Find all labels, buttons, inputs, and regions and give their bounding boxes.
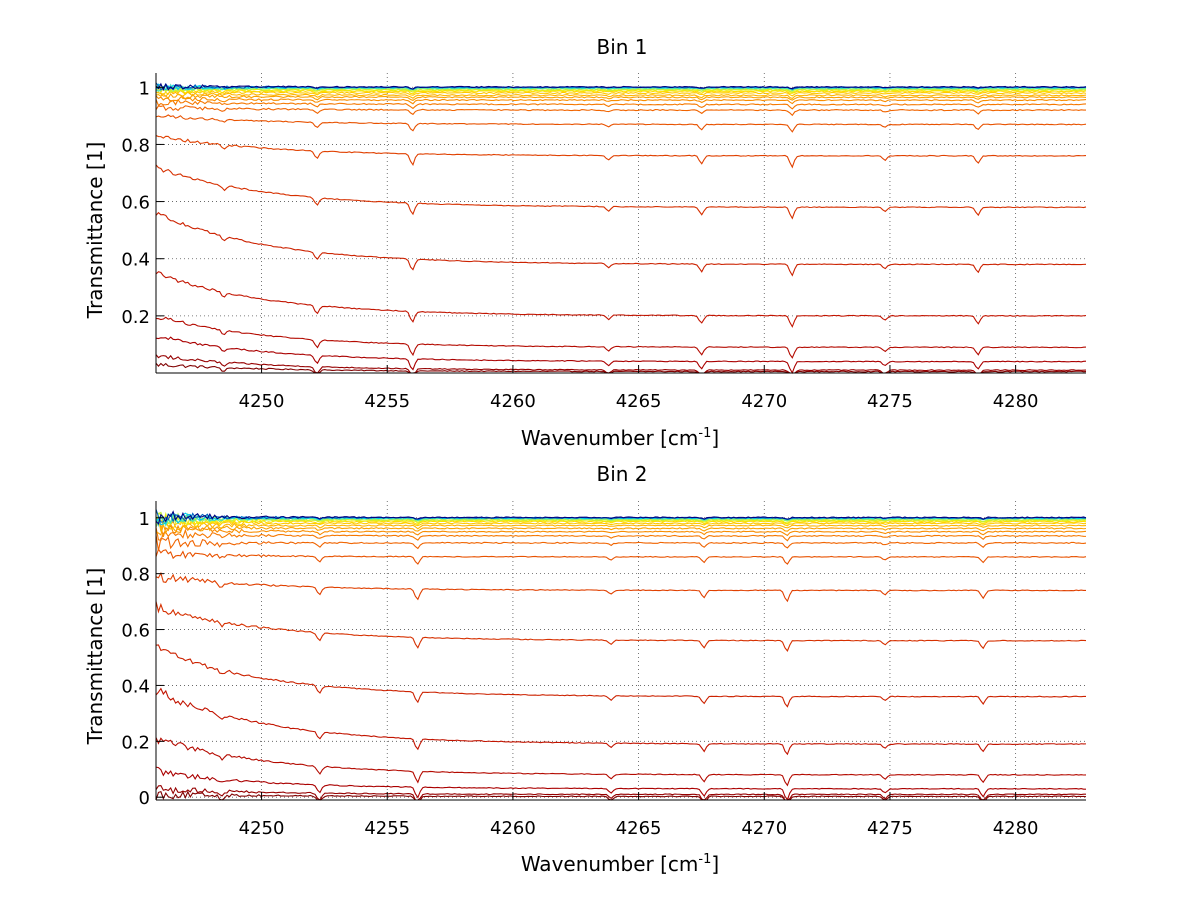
y-tick-label: 0.8	[121, 565, 150, 586]
x-tick-label: 4280	[993, 391, 1039, 412]
y-tick-label: 0.6	[121, 193, 150, 214]
x-tick-label: 4280	[993, 818, 1039, 839]
series-line	[155, 90, 1087, 100]
series-line	[155, 164, 1087, 220]
x-tick-label: 4275	[867, 391, 913, 412]
series-line	[155, 95, 1087, 105]
x-tick-label: 4270	[741, 391, 787, 412]
series-line	[155, 512, 1087, 527]
axes-bin-1: Bin 1 4250 4255 4260 4265 4270 4275 4280 0.20.…	[83, 35, 1087, 450]
series-line	[155, 516, 1087, 530]
series-line	[155, 114, 1087, 133]
series-line	[155, 88, 1087, 97]
series-line	[155, 354, 1087, 374]
y-tick-label: 0.8	[121, 135, 150, 156]
chart-title: Bin 2	[596, 462, 647, 486]
y-ticks: 0.2 0.4 0.6 0.8 1	[121, 78, 164, 328]
x-axis-label: Wavenumber [cm-1]	[521, 852, 719, 876]
y-axis-label: Transmittance [1]	[83, 142, 107, 320]
y-tick-label: 0.2	[121, 307, 150, 328]
y-tick-label: 0.6	[121, 621, 150, 642]
y-tick-label: 0.2	[121, 732, 150, 753]
axes-frame	[155, 501, 1086, 801]
x-tick-label: 4270	[741, 818, 787, 839]
series-line	[155, 790, 1087, 801]
axes-frame	[155, 73, 1086, 374]
series-line	[155, 601, 1087, 652]
x-tick-label: 4260	[490, 391, 536, 412]
x-tick-label: 4260	[490, 818, 536, 839]
series-line	[155, 548, 1087, 565]
y-tick-label: 0.4	[121, 676, 150, 697]
plot-lines	[155, 82, 1087, 375]
x-axis-label: Wavenumber [cm-1]	[521, 426, 719, 450]
x-tick-label: 4275	[867, 818, 913, 839]
series-line	[155, 737, 1087, 787]
y-ticks: 0 0.2 0.4 0.6 0.8 1	[121, 509, 164, 809]
x-tick-label: 4250	[239, 391, 285, 412]
series-line	[155, 511, 1087, 525]
series-line	[155, 271, 1087, 328]
x-tick-label: 4250	[239, 818, 285, 839]
series-line	[155, 82, 1087, 92]
series-line	[155, 362, 1087, 374]
series-line	[155, 134, 1087, 169]
plot-lines	[155, 509, 1087, 801]
series-line	[155, 571, 1086, 603]
series-line	[155, 766, 1086, 801]
series-line	[155, 211, 1087, 277]
y-tick-label: 1	[139, 78, 150, 99]
x-tick-label: 4255	[364, 391, 410, 412]
series-line	[155, 316, 1087, 359]
axes-bin-2: Bin 2 4250 4255 4260 4265 4270 4275 4280 00.20…	[83, 462, 1087, 876]
y-tick-label: 1	[139, 509, 150, 530]
y-tick-label: 0	[139, 788, 150, 809]
series-line	[155, 521, 1087, 538]
chart-title: Bin 1	[596, 35, 647, 59]
series-line	[155, 85, 1087, 92]
series-line	[155, 522, 1087, 536]
x-tick-label: 4265	[616, 818, 662, 839]
x-tick-label: 4265	[616, 391, 662, 412]
series-line	[155, 98, 1087, 110]
series-line	[155, 510, 1087, 526]
series-line	[155, 534, 1087, 551]
series-line	[155, 527, 1087, 542]
series-line	[155, 336, 1087, 375]
series-line	[155, 516, 1087, 532]
series-line	[155, 644, 1087, 708]
x-tick-label: 4255	[364, 818, 410, 839]
y-tick-label: 0.4	[121, 250, 150, 271]
x-ticks: 4250 4255 4260 4265 4270 4275 4280	[239, 792, 1039, 839]
series-line	[155, 785, 1087, 801]
series-line	[155, 86, 1087, 95]
y-axis-label: Transmittance [1]	[83, 568, 107, 746]
series-line	[155, 105, 1087, 117]
x-ticks: 4250 4255 4260 4265 4270 4275 4280	[239, 365, 1039, 412]
series-line	[155, 687, 1087, 756]
series-line	[155, 91, 1087, 101]
